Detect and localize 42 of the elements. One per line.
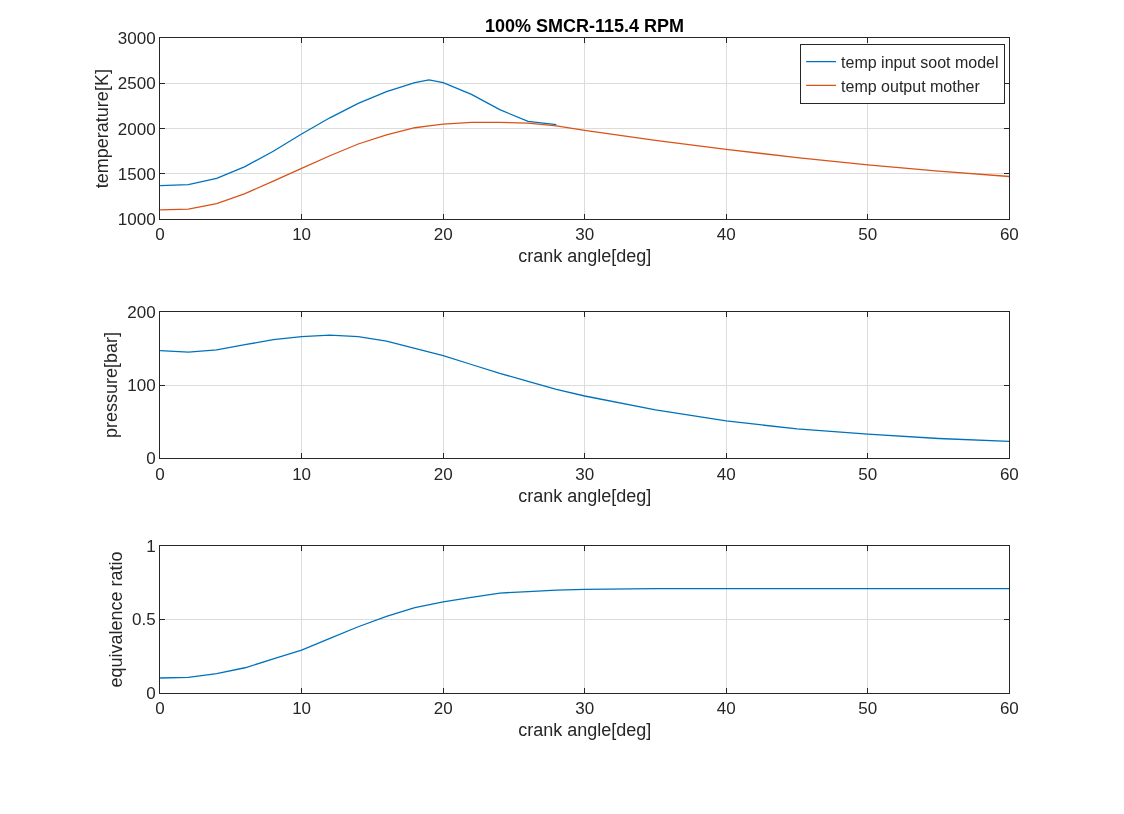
x-tick-label: 40: [716, 464, 736, 484]
x-axis-title: crank angle[deg]: [518, 246, 652, 267]
line-series: [160, 79, 558, 187]
x-tick-label: 40: [716, 699, 736, 719]
x-tick-label: 30: [575, 464, 595, 484]
y-tick-label: 0: [146, 449, 156, 469]
x-tick-label: 30: [575, 225, 595, 245]
x-tick-label: 20: [433, 225, 453, 245]
x-tick-label: 50: [858, 464, 878, 484]
y-tick-label: 1500: [117, 164, 156, 184]
line-series: [160, 121, 1010, 211]
x-tick-label: 40: [716, 225, 736, 245]
y-tick-label: 0: [146, 683, 156, 703]
x-tick-label: 60: [999, 464, 1019, 484]
y-tick-label: 1000: [117, 209, 156, 229]
legend-label: temp output mother: [841, 77, 981, 95]
x-tick-label: 60: [999, 699, 1019, 719]
chart-title: 100% SMCR-115.4 RPM: [485, 16, 685, 36]
x-tick-label: 20: [433, 464, 453, 484]
y-tick-label: 1: [146, 537, 156, 557]
y-axis-title: pressure[bar]: [101, 331, 122, 439]
x-axis-title: crank angle[deg]: [518, 485, 652, 506]
x-tick-label: 20: [433, 699, 453, 719]
x-tick-label: 50: [858, 225, 878, 245]
y-tick-label: 3000: [117, 29, 156, 49]
x-tick-label: 50: [858, 699, 878, 719]
x-tick-label: 10: [292, 699, 312, 719]
x-tick-label: 10: [292, 225, 312, 245]
y-axis-title: temperature[K]: [92, 69, 113, 189]
y-axis-title: equivalence ratio: [106, 551, 127, 688]
y-tick-label: 2000: [117, 119, 156, 139]
y-tick-label: 100: [127, 375, 156, 395]
x-tick-label: 10: [292, 464, 312, 484]
x-tick-label: 30: [575, 699, 595, 719]
x-tick-label: 60: [999, 225, 1019, 245]
line-series: [160, 334, 1010, 443]
line-series: [160, 587, 1010, 679]
legend-label: temp input soot model: [841, 53, 999, 71]
x-axis-title: crank angle[deg]: [518, 720, 652, 741]
y-tick-label: 200: [127, 302, 156, 322]
y-tick-label: 0.5: [132, 610, 156, 630]
y-tick-label: 2500: [117, 74, 156, 94]
